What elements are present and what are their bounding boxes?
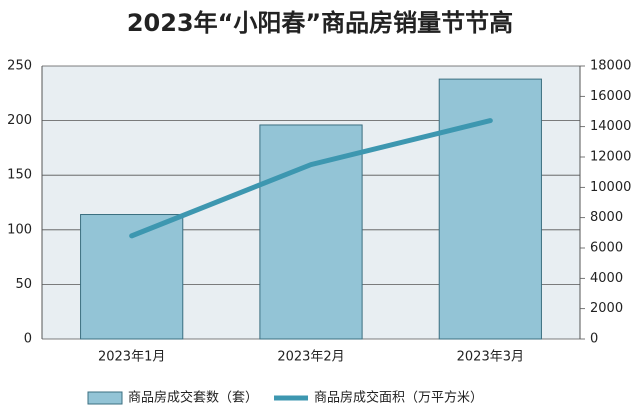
y2-tick-label: 16000: [590, 89, 631, 104]
y2-tick-label: 0: [590, 332, 598, 347]
y2-tick-label: 10000: [590, 180, 631, 195]
bar: [259, 124, 363, 340]
legend-label: 商品房成交套数（套）: [128, 390, 258, 406]
y2-tick-label: 8000: [590, 210, 623, 225]
x-tick-label: 2023年3月: [457, 350, 524, 365]
legend-label: 商品房成交面积（万平方米）: [314, 390, 483, 406]
y-tick-label: 200: [7, 113, 32, 128]
y2-tick-label: 2000: [590, 301, 623, 316]
y2-tick-label: 12000: [590, 150, 631, 165]
line: [129, 118, 493, 239]
bar: [80, 214, 184, 340]
y-tick-label: 50: [15, 277, 32, 292]
y-tick-label: 100: [7, 222, 32, 237]
y-tick-label: 0: [24, 332, 32, 347]
legend-swatch: [87, 391, 123, 405]
y2-tick-label: 6000: [590, 241, 623, 256]
y-tick-label: 250: [7, 59, 32, 74]
y2-tick-label: 18000: [590, 59, 631, 74]
chart-title: 2023年“小阳春”商品房销量节节高: [127, 9, 513, 37]
y2-tick-label: 14000: [590, 119, 631, 134]
x-tick-label: 2023年1月: [98, 350, 165, 365]
x-tick-label: 2023年2月: [277, 350, 344, 365]
bar: [438, 78, 542, 340]
y-tick-label: 150: [7, 168, 32, 183]
y2-tick-label: 4000: [590, 271, 623, 286]
